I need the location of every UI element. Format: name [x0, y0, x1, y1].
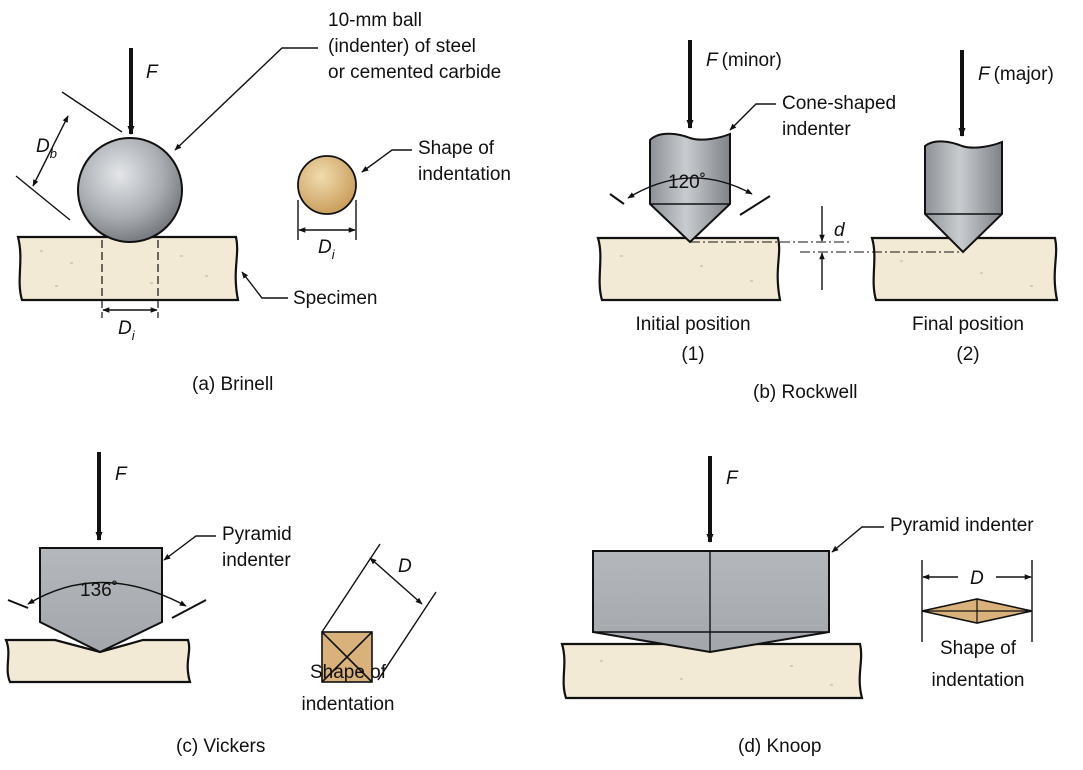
- d-label: D: [970, 568, 984, 589]
- indenter-label-line-2: indenter: [222, 550, 291, 571]
- d-dimension-arrow: [369, 557, 423, 605]
- force-label: F: [146, 62, 159, 83]
- indenter-label-line-1: Pyramid: [222, 524, 292, 545]
- force-label: F: [115, 464, 128, 485]
- indentation-shape-circle: [297, 155, 357, 215]
- d-extension-top: [321, 543, 381, 633]
- di-label: Di: [118, 318, 136, 343]
- final-position-label: Final position: [912, 314, 1024, 335]
- angle-line-left: [7, 599, 29, 609]
- specimen-texture-rockwell: [620, 255, 1033, 287]
- specimen-texture: [40, 250, 208, 287]
- db-label: Db: [36, 136, 57, 161]
- db-dimension-arrow: [32, 115, 69, 187]
- db-extension-bottom: [15, 175, 71, 221]
- pyramid-indenter: [592, 550, 830, 654]
- specimen-block-initial: [596, 236, 782, 302]
- specimen-label: Specimen: [293, 288, 378, 309]
- force-label: F: [726, 468, 739, 489]
- caption-brinell: (a) Brinell: [192, 374, 273, 395]
- cone-leader-line: [729, 103, 776, 131]
- specimen-block: [4, 638, 192, 684]
- d-label: D: [398, 556, 412, 577]
- final-position-number: (2): [956, 344, 979, 365]
- indentation-square: [321, 631, 373, 683]
- db-extension-top: [61, 91, 123, 133]
- cone-label-line-1: Cone-shaped: [782, 93, 896, 114]
- specimen-texture-knoop: [600, 660, 833, 686]
- shape-label-line-1: Shape of: [418, 138, 495, 159]
- indenter-leader-line: [831, 526, 884, 553]
- ball-leader-line: [174, 47, 318, 151]
- specimen-block: [560, 642, 864, 700]
- panel-rockwell: F (minor) 120˚ Cone-shaped indenter F (maj…: [596, 40, 1059, 403]
- angle-arc-120: [627, 177, 753, 199]
- initial-position-label: Initial position: [635, 314, 750, 335]
- shape-label-line-2: indentation: [418, 164, 511, 185]
- specimen-block: [16, 235, 240, 302]
- depth-label: d: [834, 220, 846, 241]
- cone-indenter-final: [924, 140, 1003, 254]
- panel-brinell: F 10-mm ball (indenter) of steel or ceme…: [15, 10, 511, 395]
- angle-line-right: [739, 195, 771, 216]
- force-minor-label: F (minor): [706, 50, 782, 71]
- caption-knoop: (d) Knoop: [738, 736, 821, 757]
- angle-line-right: [171, 599, 207, 619]
- indentation-rhombus: [921, 598, 1033, 624]
- cone-label-line-2: indenter: [782, 119, 851, 140]
- indenter-label: Pyramid indenter: [890, 515, 1034, 536]
- cone-indenter-initial: [649, 132, 731, 244]
- shape-label-line-1: Shape of: [940, 638, 1017, 659]
- specimen-leader-line: [241, 271, 288, 299]
- shape-label-line-2: indentation: [932, 670, 1025, 691]
- angle-line-left: [609, 193, 625, 205]
- panel-knoop: F Pyramid indenter D Shape of indentatio…: [560, 456, 1034, 757]
- shape-leader-line: [361, 149, 412, 173]
- specimen-block-final: [870, 236, 1059, 302]
- ball-label-line-1: 10-mm ball: [328, 10, 422, 31]
- d-extension-bottom: [377, 591, 437, 681]
- angle-label-136: 136˚: [80, 580, 118, 601]
- shape-di-label: Di: [318, 237, 336, 262]
- force-major-label: F (major): [978, 64, 1054, 85]
- caption-vickers: (c) Vickers: [176, 736, 265, 757]
- shape-label-line-1: Shape of: [310, 662, 387, 683]
- ball-label-line-2: (indenter) of steel: [328, 36, 476, 57]
- angle-arc-136: [27, 581, 187, 607]
- angle-label-120: 120˚: [668, 172, 706, 193]
- caption-rockwell: (b) Rockwell: [753, 382, 858, 403]
- ball-label-line-3: or cemented carbide: [328, 62, 501, 83]
- panel-vickers: F 136˚ Pyramid indenter D Shape of inden…: [4, 452, 437, 757]
- ball-indenter: [77, 137, 183, 243]
- indenter-leader-line: [163, 535, 216, 561]
- shape-label-line-2: indentation: [302, 694, 395, 715]
- initial-position-number: (1): [681, 344, 704, 365]
